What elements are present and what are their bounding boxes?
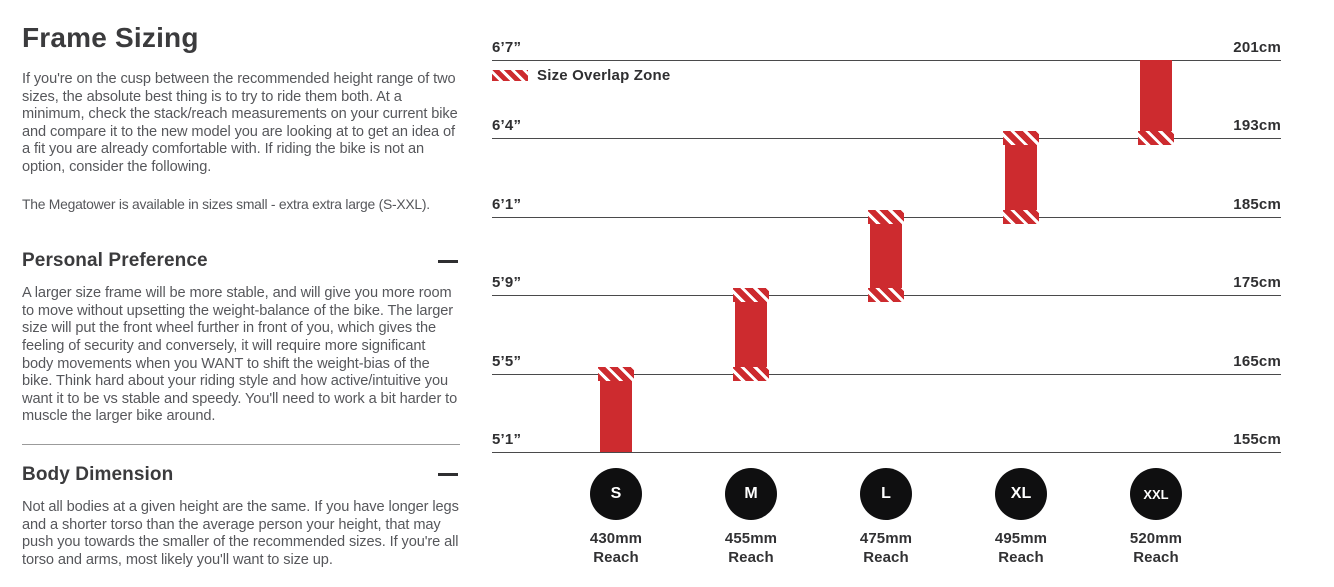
section-body-dimension: Body Dimension Not all bodies at a given… (22, 464, 460, 569)
size-bar-overlap-bottom (733, 367, 769, 381)
reach-label-m: 455mm Reach (701, 529, 801, 567)
size-bar-xl (1005, 145, 1037, 210)
section-divider (22, 443, 460, 445)
height-imperial-label: 5’9” (492, 274, 522, 291)
reach-word: Reach (728, 549, 774, 566)
size-bar-xxl (1140, 60, 1172, 131)
height-metric-label: 185cm (1233, 196, 1281, 213)
size-bar-overlap-bottom (1138, 131, 1174, 145)
height-gridline (492, 138, 1281, 139)
size-circle-s: S (590, 468, 642, 520)
section-body-text: A larger size frame will be more stable,… (22, 285, 458, 425)
section-personal-preference: Personal Preference A larger size frame … (22, 250, 460, 426)
overlap-hatch-swatch-icon (492, 69, 528, 81)
height-gridline (492, 374, 1281, 375)
size-bar-l (870, 224, 902, 288)
size-circle-xl: XL (995, 468, 1047, 520)
reach-label-xl: 495mm Reach (971, 529, 1071, 567)
minus-icon (438, 259, 458, 263)
height-metric-label: 201cm (1233, 39, 1281, 56)
frame-sizing-panel: Frame Sizing If you're on the cusp betwe… (22, 22, 460, 587)
reach-value: 495mm (994, 530, 1048, 547)
height-metric-label: 193cm (1233, 117, 1281, 134)
reach-word: Reach (593, 549, 639, 566)
height-gridline (492, 452, 1281, 453)
collapse-section-button[interactable] (438, 469, 460, 480)
page-title: Frame Sizing (22, 22, 199, 53)
height-metric-label: 175cm (1233, 274, 1281, 291)
reach-value: 455mm (724, 530, 778, 547)
size-bar-s (600, 381, 632, 452)
section-heading: Personal Preference (22, 250, 208, 272)
height-imperial-label: 5’1” (492, 431, 522, 448)
reach-value: 430mm (589, 530, 643, 547)
height-metric-label: 165cm (1233, 353, 1281, 370)
size-bar-overlap-bottom (868, 288, 904, 302)
size-bar-overlap-top (598, 367, 634, 381)
height-imperial-label: 6’4” (492, 117, 522, 134)
availability-paragraph: The Megatower is available in sizes smal… (22, 195, 430, 212)
height-gridline (492, 60, 1281, 61)
reach-value: 520mm (1129, 530, 1183, 547)
size-bar-overlap-bottom (1003, 210, 1039, 224)
reach-label-s: 430mm Reach (566, 529, 666, 567)
size-circle-m: M (725, 468, 777, 520)
overlap-legend-label: Size Overlap Zone (537, 66, 671, 84)
overlap-zone-legend: Size Overlap Zone (492, 66, 671, 84)
size-bar-m (735, 302, 767, 367)
size-bar-overlap-top (868, 210, 904, 224)
reach-label-l: 475mm Reach (836, 529, 936, 567)
section-header: Personal Preference (22, 250, 460, 272)
section-body-text: Not all bodies at a given height are the… (22, 498, 459, 568)
reach-word: Reach (1133, 549, 1179, 566)
size-bar-overlap-top (733, 288, 769, 302)
height-imperial-label: 5’5” (492, 353, 522, 370)
size-circle-xxl: XXL (1130, 468, 1182, 520)
height-imperial-label: 6’1” (492, 196, 522, 213)
reach-value: 475mm (859, 530, 913, 547)
reach-word: Reach (863, 549, 909, 566)
section-heading: Body Dimension (22, 463, 174, 485)
section-header: Body Dimension (22, 464, 460, 486)
size-circle-l: L (860, 468, 912, 520)
size-bar-overlap-top (1003, 131, 1039, 145)
height-metric-label: 155cm (1233, 431, 1281, 448)
collapse-section-button[interactable] (438, 256, 460, 267)
intro-paragraph: If you're on the cusp between the recomm… (22, 71, 458, 175)
reach-label-xxl: 520mm Reach (1106, 529, 1206, 567)
minus-icon (438, 473, 458, 477)
height-imperial-label: 6’7” (492, 39, 522, 56)
reach-word: Reach (998, 549, 1044, 566)
